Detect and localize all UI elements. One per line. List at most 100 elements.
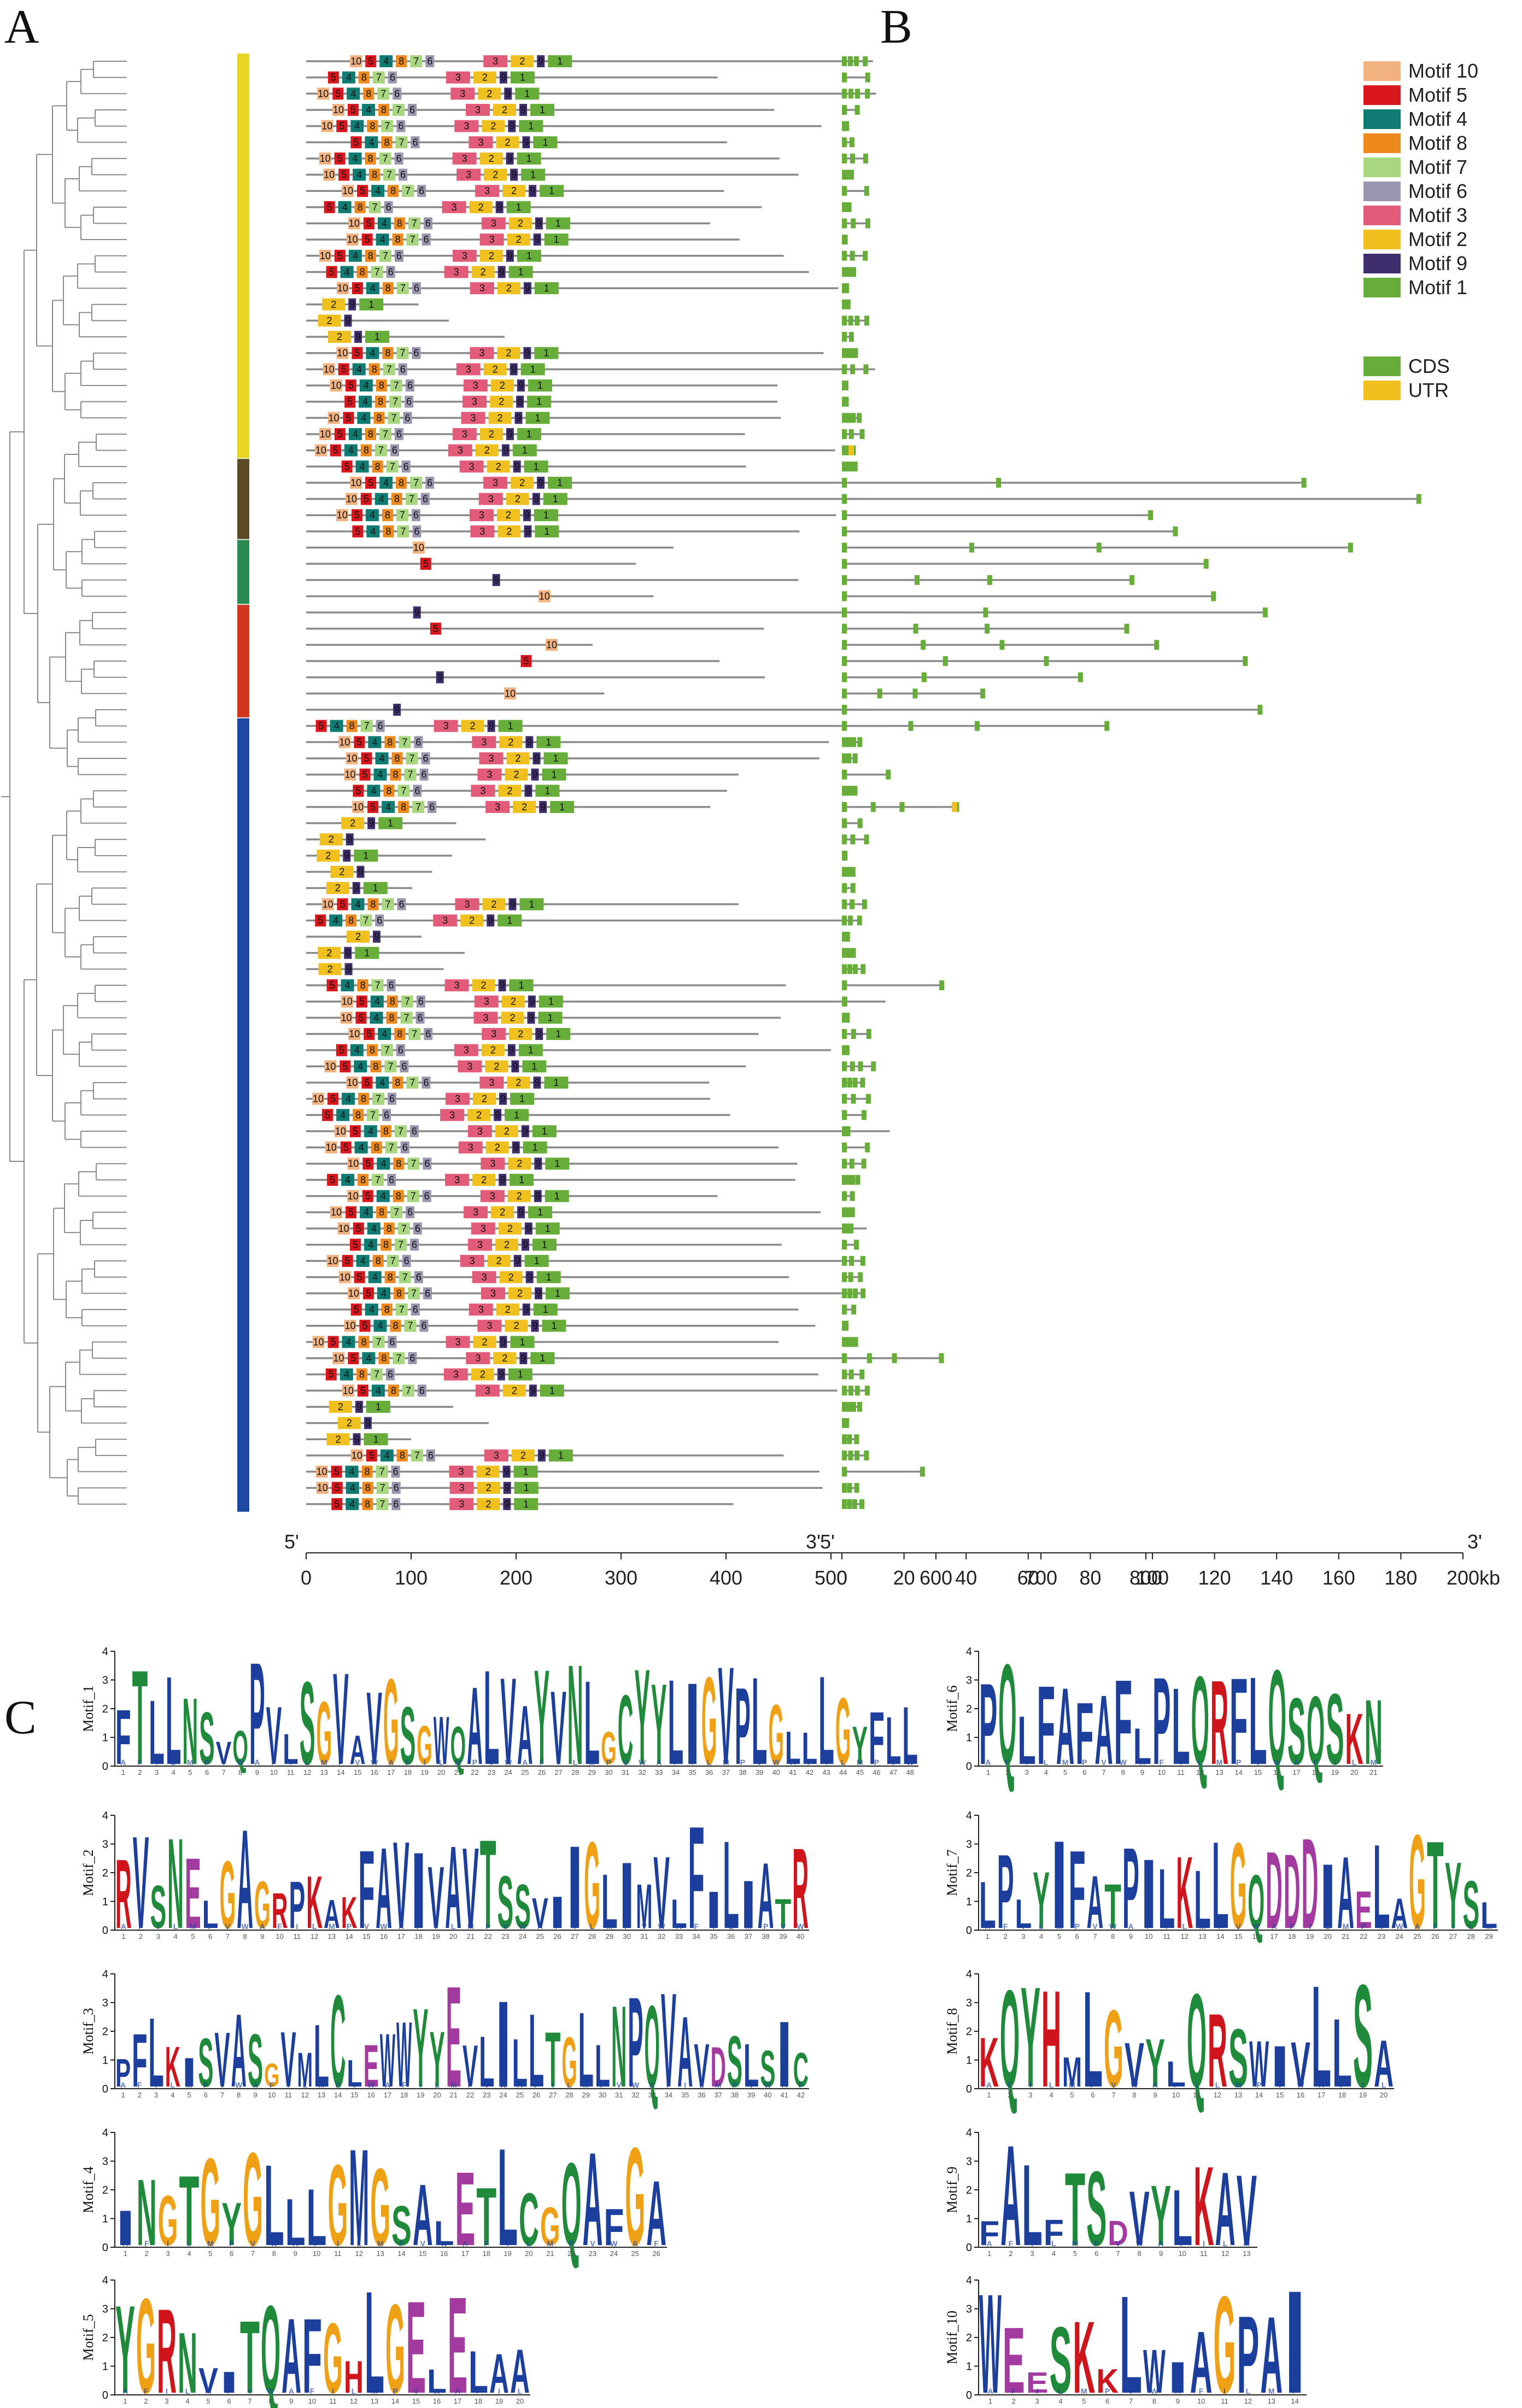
motif-axis-start-label: 5' (284, 1530, 299, 1553)
motif-box-label: 10 (317, 1482, 328, 1493)
logo-position-label: 23 (1378, 1932, 1385, 1941)
motif-box-label: 5 (366, 1288, 371, 1299)
logo-motif-3: 01234Motif_3PFLKISVASGVMLCLEWWYYEVLILLTG… (80, 1956, 809, 2117)
motif-box (347, 1158, 360, 1170)
motif-box-label: 9 (510, 899, 515, 910)
motif-box (319, 249, 331, 262)
cds-block (848, 915, 853, 926)
motif-box-label: 6 (386, 202, 391, 213)
motif-box-label: 5 (365, 1191, 371, 1202)
motif-box (521, 1125, 529, 1137)
motif-box (470, 282, 494, 295)
logo-y-tick-label: 3 (966, 1675, 972, 1687)
motif-box (525, 412, 550, 424)
logo-minor-letter: F (137, 2080, 142, 2089)
motif-box (350, 55, 362, 67)
cds-block (996, 477, 1002, 488)
logo-letter: L (886, 1703, 902, 1779)
motif-box (323, 168, 336, 181)
motif-box-label: 2 (476, 1109, 482, 1120)
motif-box (383, 363, 395, 376)
motif-box (523, 347, 531, 359)
motif-box-label: 1 (516, 202, 522, 213)
motif-box-label: 5 (356, 737, 362, 747)
logo-position-label: 9 (255, 1768, 259, 1776)
motif-box (365, 331, 390, 343)
logo-minor-letter: L (173, 1922, 178, 1931)
logo-minor-letter: A (987, 2239, 992, 2248)
motif-box-label: 8 (386, 785, 391, 796)
logo-letter: Y (1145, 2025, 1165, 2101)
motif-box-label: 5 (355, 785, 361, 796)
cds-block (980, 688, 986, 699)
logo-letter: L (285, 2185, 306, 2259)
cds-block (847, 1499, 852, 1509)
cds-block (852, 1077, 858, 1088)
motif-box-label: 6 (425, 1028, 431, 1039)
logo-position-label: 20 (516, 2397, 524, 2405)
logo-position-label: 1 (121, 1768, 125, 1776)
motif-box-label: 9 (349, 299, 355, 310)
motif-box (319, 428, 331, 440)
logo-position-label: 3 (154, 2091, 158, 2099)
cds-block (842, 607, 847, 618)
cds-block (848, 89, 853, 99)
logo-position-label: 1 (121, 1932, 125, 1941)
logo-position-label: 18 (1312, 1768, 1319, 1776)
group-bar-III (237, 540, 249, 604)
logo-position-label: 5 (206, 2397, 210, 2405)
motif-box (372, 460, 383, 473)
motif-box-label: 6 (378, 721, 383, 732)
motif-box-label: 5 (337, 429, 343, 440)
logo-position-label: 13 (376, 2249, 384, 2258)
motif-box-label: 8 (364, 445, 369, 456)
motif-box-label: 9 (513, 1142, 519, 1153)
motif-box-label: 9 (345, 948, 350, 958)
motif-box-label: 9 (346, 963, 352, 974)
motif-box-label: 2 (487, 88, 492, 99)
logo-position-label: 25 (516, 2091, 524, 2099)
motif-box-label: 9 (530, 185, 535, 196)
motif-box-label: 9 (518, 380, 524, 391)
motif-box-label: 4 (370, 526, 376, 537)
motif-axis-end-label: 3' (806, 1530, 821, 1553)
motif-box (344, 395, 356, 408)
motif-box (390, 444, 399, 457)
motif-box (511, 476, 534, 489)
logo-minor-letter: I (826, 1758, 828, 1767)
motif-box-label: 4 (359, 1142, 364, 1153)
motif-box (522, 1060, 547, 1073)
motif-box (341, 1173, 355, 1186)
logo-position-label: 6 (205, 1768, 209, 1776)
motif-box-label: 9 (523, 1239, 528, 1250)
motif-box-label: 10 (335, 1126, 346, 1137)
logo-minor-letter: F (1159, 1758, 1164, 1767)
logo-minor-letter: M (207, 2239, 214, 2248)
logo-minor-letter: W (235, 2080, 243, 2089)
motif-box (359, 379, 373, 391)
motif-box (367, 817, 376, 829)
motif-box (323, 363, 335, 376)
structure-axis-tick-label: 40 (955, 1567, 977, 1589)
motif-box (387, 995, 398, 1008)
legend-swatch (1363, 356, 1401, 376)
motif-box (314, 444, 327, 457)
logo-letter: L (744, 2031, 759, 2100)
logo-position-label: 24 (499, 2091, 507, 2099)
motif-box (474, 995, 499, 1008)
motif-box-label: 10 (321, 121, 332, 132)
motif-box-label: 7 (410, 234, 415, 245)
motif-box-label: 1 (519, 1174, 524, 1185)
logo-position-label: 46 (873, 1768, 880, 1776)
motif-box (492, 574, 500, 586)
motif-box-label: 4 (368, 1239, 373, 1250)
motif-box (365, 476, 377, 489)
logo-position-label: 4 (187, 2249, 191, 2258)
cds-block (842, 1434, 847, 1445)
logo-position-label: 22 (471, 1768, 478, 1776)
logo-letter: S (248, 2019, 263, 2103)
motif-box-label: 3 (481, 1223, 486, 1234)
logo-y-tick-label: 4 (966, 1646, 972, 1658)
motif-box-label: 2 (516, 753, 521, 764)
motif-box (534, 1158, 542, 1170)
